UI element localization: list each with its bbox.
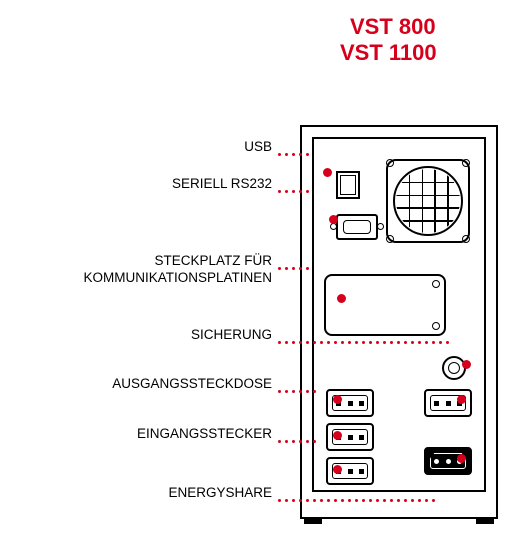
device-outline xyxy=(300,125,498,519)
leader-dots xyxy=(278,334,454,336)
callout-target-dot xyxy=(333,431,342,440)
fan xyxy=(386,159,470,243)
label-fuse: SICHERUNG xyxy=(191,327,272,344)
callout-target-dot xyxy=(457,454,466,463)
callout-target-dot xyxy=(337,294,346,303)
output-socket-1 xyxy=(326,389,374,417)
leader-dots xyxy=(278,146,316,148)
leader-dots xyxy=(278,260,316,262)
callout-target-dot xyxy=(323,168,332,177)
usb-port xyxy=(336,171,360,199)
callout-target-dot xyxy=(333,465,342,474)
label-eshare: ENERGYSHARE xyxy=(168,485,272,502)
leader-dots xyxy=(278,433,326,435)
label-usb: USB xyxy=(244,139,272,156)
callout-target-dot xyxy=(329,215,338,224)
device-foot-left xyxy=(304,519,322,524)
callout-target-dot xyxy=(333,395,342,404)
device-foot-right xyxy=(476,519,494,524)
serial-rs232-port xyxy=(336,214,378,240)
label-in: EINGANGSSTECKER xyxy=(137,426,272,443)
title-line-1: VST 800 xyxy=(350,14,436,40)
label-serial: SERIELL RS232 xyxy=(172,176,272,193)
title-line-2: VST 1100 xyxy=(340,40,437,66)
fuse xyxy=(442,356,466,380)
leader-dots xyxy=(278,183,316,185)
callout-target-dot xyxy=(457,395,466,404)
label-slot: STECKPLATZ FÜRKOMMUNIKATIONSPLATINEN xyxy=(83,253,272,287)
leader-dots xyxy=(278,383,326,385)
output-socket-2 xyxy=(424,389,472,417)
label-out: AUSGANGSSTECKDOSE xyxy=(112,376,272,393)
callout-target-dot xyxy=(462,360,471,369)
comm-board-slot xyxy=(324,274,446,336)
leader-dots xyxy=(278,492,442,494)
